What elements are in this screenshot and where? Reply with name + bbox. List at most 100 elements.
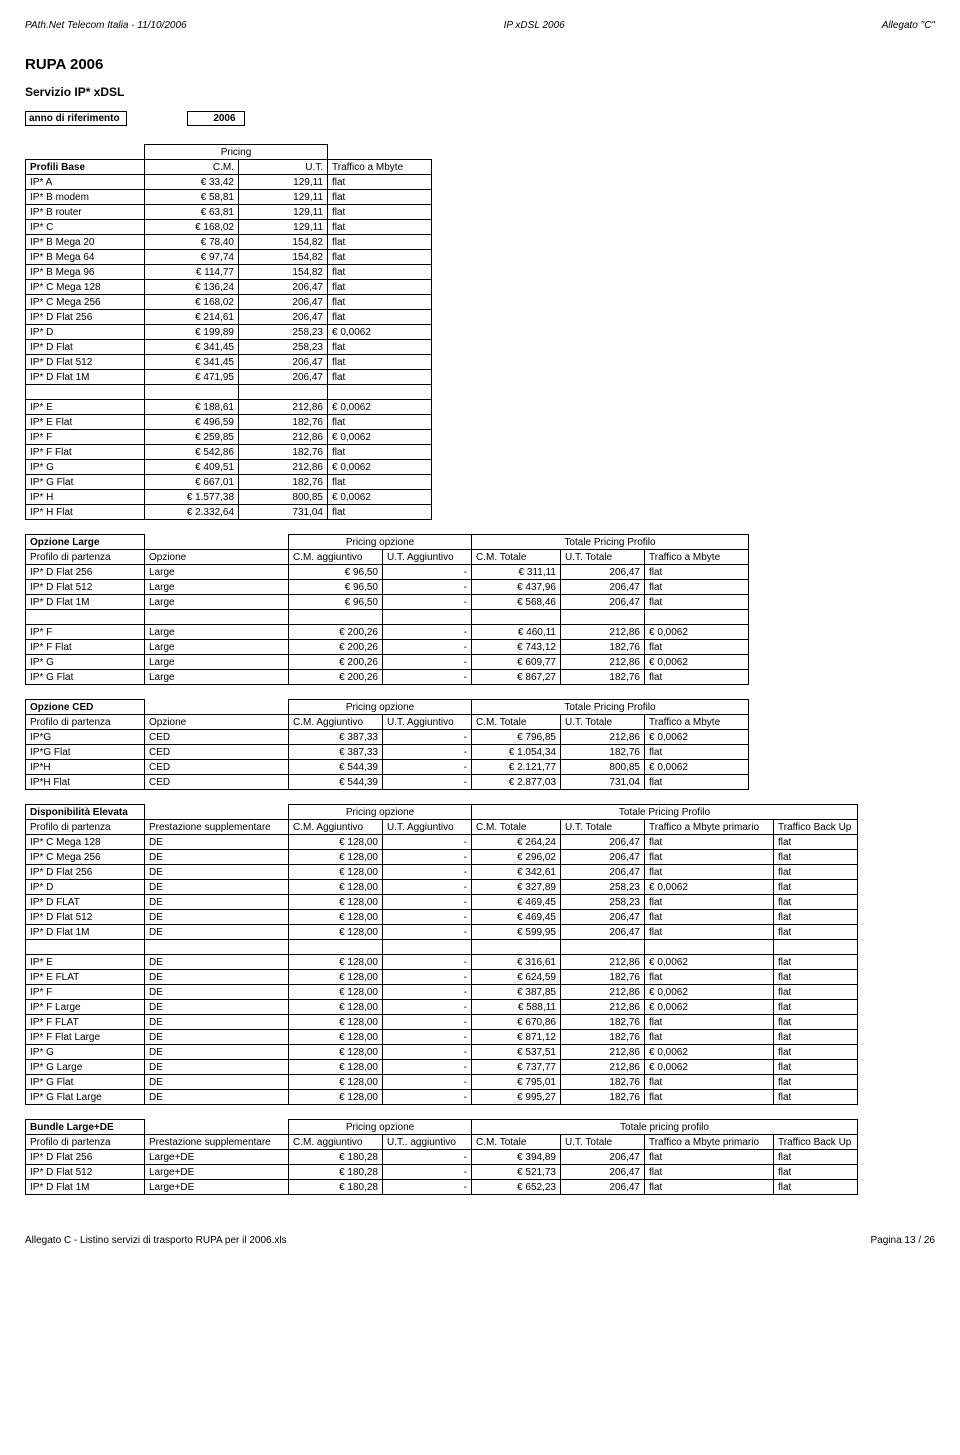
table-row: IP* H€ 1.577,38800,85€ 0,0062 (26, 490, 432, 505)
profili-base-table: Pricing Profili BaseC.M.U.T.Traffico a M… (25, 144, 432, 520)
table-cell: IP* C Mega 128 (26, 835, 145, 850)
table-cell: IP*H (26, 760, 145, 775)
table-cell: IP* D Flat 1M (26, 1180, 145, 1195)
table-title-row: Opzione CEDPricing opzioneTotale Pricing… (26, 700, 749, 715)
table-cell: 212,86 (561, 1000, 645, 1015)
table-cell: 212,86 (239, 400, 328, 415)
table-cell: IP*H Flat (26, 775, 145, 790)
table-row: IP* C Mega 128€ 136,24206,47flat (26, 280, 432, 295)
table-cell: € 588,11 (472, 1000, 561, 1015)
table-cell: 182,76 (239, 475, 328, 490)
table-cell: - (383, 1030, 472, 1045)
table-row: IP* F FlatLarge€ 200,26-€ 743,12182,76fl… (26, 640, 749, 655)
table-row: IP* G€ 409,51212,86€ 0,0062 (26, 460, 432, 475)
table-cell: - (383, 985, 472, 1000)
table-cell: IP* B modem (26, 190, 145, 205)
table-cell: - (383, 745, 472, 760)
table-cell: flat (328, 295, 432, 310)
table-row: IP* B Mega 64€ 97,74154,82flat (26, 250, 432, 265)
table-cell: C.M. Aggiuntivo (289, 715, 383, 730)
bundle-table: Bundle Large+DEPricing opzioneTotale pri… (25, 1119, 858, 1195)
table-cell: Bundle Large+DE (26, 1120, 145, 1135)
table-cell: flat (645, 670, 749, 685)
table-row: IP* D Flat 256€ 214,61206,47flat (26, 310, 432, 325)
table-cell: € 341,45 (145, 355, 239, 370)
table-cell: € 180,28 (289, 1180, 383, 1195)
table-cell: IP* D Flat 512 (26, 580, 145, 595)
table-cell: IP* G (26, 655, 145, 670)
table-cell: Large (145, 580, 289, 595)
table-cell: IP*G Flat (26, 745, 145, 760)
pricing-header: Pricing (145, 145, 328, 160)
table-cell: IP* G Flat (26, 670, 145, 685)
table-cell: Profilo di partenza (26, 550, 145, 565)
table-cell: € 200,26 (289, 640, 383, 655)
table-title-row: Disponibilità ElevataPricing opzioneTota… (26, 805, 858, 820)
table-cell: flat (328, 265, 432, 280)
table-cell: 212,86 (561, 655, 645, 670)
table-cell: C.M. aggiuntivo (289, 1135, 383, 1150)
table-cell: € 394,89 (472, 1150, 561, 1165)
table-cell: flat (774, 880, 858, 895)
table-cell: € 0,0062 (645, 655, 749, 670)
table-cell: Large (145, 640, 289, 655)
table-row: IP* D Flat 512Large+DE€ 180,28-€ 521,732… (26, 1165, 858, 1180)
table-cell: € 128,00 (289, 910, 383, 925)
table-cell: € 168,02 (145, 220, 239, 235)
table-cell: € 311,11 (472, 565, 561, 580)
table-cell: 206,47 (561, 580, 645, 595)
table-cell: 129,11 (239, 220, 328, 235)
table-cell: flat (645, 640, 749, 655)
table-cell: € 387,33 (289, 730, 383, 745)
table-cell: - (383, 1090, 472, 1105)
table-cell: flat (774, 1000, 858, 1015)
table-cell: Profilo di partenza (26, 715, 145, 730)
table-blank-row (26, 385, 432, 400)
table-row: IP* G LargeDE€ 128,00-€ 737,77212,86€ 0,… (26, 1060, 858, 1075)
table-cell: DE (145, 1075, 289, 1090)
table-cell: € 128,00 (289, 1060, 383, 1075)
table-cell: 154,82 (239, 250, 328, 265)
table-cell: - (383, 1075, 472, 1090)
table-cell: 258,23 (561, 895, 645, 910)
table-cell: € 316,61 (472, 955, 561, 970)
table-cell: flat (328, 340, 432, 355)
table-blank-row (26, 610, 749, 625)
table-cell: Prestazione supplementare (145, 1135, 289, 1150)
table-cell: € 542,86 (145, 445, 239, 460)
table-cell: € 0,0062 (645, 730, 749, 745)
table-cell: € 136,24 (145, 280, 239, 295)
table-cell: Large+DE (145, 1180, 289, 1195)
pricing-option-header: Pricing opzione (289, 700, 472, 715)
table-cell: € 128,00 (289, 1000, 383, 1015)
table-cell: € 795,01 (472, 1075, 561, 1090)
table-row: IP* D Flat 512€ 341,45206,47flat (26, 355, 432, 370)
table-cell: flat (645, 1150, 774, 1165)
table-cell: € 128,00 (289, 850, 383, 865)
table-cell: € 624,59 (472, 970, 561, 985)
table-cell: 212,86 (561, 955, 645, 970)
table-cell: IP*G (26, 730, 145, 745)
table-cell: € 568,46 (472, 595, 561, 610)
table-cell: € 460,11 (472, 625, 561, 640)
table-row: IP* E Flat€ 496,59182,76flat (26, 415, 432, 430)
table-cell: IP* D Flat 256 (26, 310, 145, 325)
table-cell: IP* D Flat 1M (26, 925, 145, 940)
table-cell: IP* C Mega 256 (26, 295, 145, 310)
table-row: IP* DDE€ 128,00-€ 327,89258,23€ 0,0062fl… (26, 880, 858, 895)
table-cell: 212,86 (561, 625, 645, 640)
table-cell: flat (774, 835, 858, 850)
table-cell: - (383, 910, 472, 925)
table-cell: € 128,00 (289, 1075, 383, 1090)
table-cell: 182,76 (239, 445, 328, 460)
table-cell: Large (145, 595, 289, 610)
table-cell: IP* F FLAT (26, 1015, 145, 1030)
table-title-row: Opzione LargePricing opzioneTotale Prici… (26, 535, 749, 550)
table-cell: flat (645, 745, 749, 760)
table-row: IP*G FlatCED€ 387,33-€ 1.054,34182,76fla… (26, 745, 749, 760)
table-cell: € 63,81 (145, 205, 239, 220)
table-row: IP* B modem€ 58,81129,11flat (26, 190, 432, 205)
table-cell: flat (328, 235, 432, 250)
reference-year-value: 2006 (187, 111, 245, 126)
table-cell: € 0,0062 (328, 460, 432, 475)
